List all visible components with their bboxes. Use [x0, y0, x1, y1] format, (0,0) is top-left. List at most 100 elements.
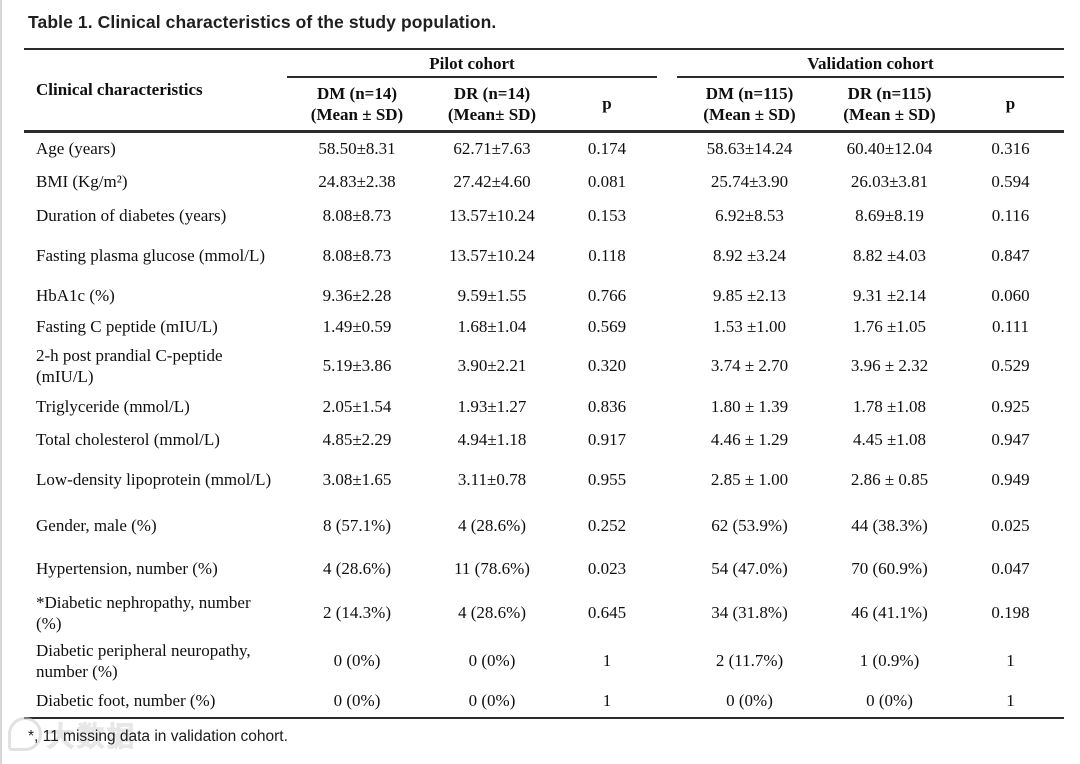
p-value-cell: 0.116: [991, 205, 1030, 225]
p-value-cell: 0.023: [587, 558, 627, 578]
value-cell: 0 (0%): [822, 685, 957, 719]
value-cell: 70 (60.9%): [851, 558, 928, 578]
group-gap-cell: [657, 311, 677, 342]
row-label: Gender, male (%): [36, 516, 157, 536]
p-value-cell: 0.925: [991, 396, 1030, 416]
value-cell: 8.69±8.19: [855, 205, 924, 225]
table-row: Low-density lipoprotein (mmol/L) 3.08±1.6…: [24, 456, 1064, 504]
p-value-cell: 1: [557, 685, 657, 719]
value-cell: 0 (0%): [287, 685, 427, 719]
value-cell: 25.74±3.90: [710, 171, 789, 191]
value-cell: 8.82 ±4.03: [852, 246, 927, 266]
group-gap-cell: [657, 390, 677, 423]
value-cell: 5.19±3.86: [322, 356, 392, 376]
table-row: Fasting C peptide (mIU/L) 1.49±0.59 1.68±1…: [24, 311, 1064, 342]
value-cell: 8.92 ±3.24: [712, 246, 787, 266]
column-header-line: (Mean ± SD): [843, 104, 936, 124]
column-header-line: (Mean ± SD): [310, 104, 404, 124]
value-cell: 62.71±7.63: [453, 138, 531, 158]
validation-dr-column-header: DR (n=115) (Mean ± SD): [822, 77, 957, 133]
value-cell: 2.85 ± 1.00: [710, 470, 789, 490]
value-cell: 9.31 ±2.14: [852, 285, 927, 305]
value-cell: 9.36±2.28: [322, 285, 392, 305]
group-gap-cell: [657, 685, 677, 719]
column-header-line: DR (n=115): [847, 83, 932, 103]
row-label: *Diabetic nephropathy, number (%): [36, 592, 251, 633]
value-cell: 0 (0%): [468, 651, 516, 671]
table-footnote: *, 11 missing data in validation cohort.: [28, 728, 288, 745]
p-value-cell: 1: [957, 685, 1064, 719]
table-row: BMI (Kg/m²) 24.83±2.38 27.42±4.60 0.081 25.7…: [24, 164, 1064, 199]
column-header-line: DM (n=14): [316, 83, 398, 103]
p-value-cell: 0.252: [587, 516, 627, 536]
clinical-characteristics-header: Clinical characteristics: [24, 49, 287, 133]
validation-p-column-header: p: [957, 77, 1064, 133]
value-cell: 2 (11.7%): [715, 651, 784, 671]
table-row: Hypertension, number (%) 4 (28.6%) 11 (78.…: [24, 548, 1064, 589]
value-cell: 4 (28.6%): [458, 516, 526, 536]
table-row: Diabetic peripheral neuropathy, number (…: [24, 637, 1064, 685]
value-cell: 3.11±0.78: [457, 470, 527, 490]
value-cell: 26.03±3.81: [850, 171, 929, 191]
value-cell: 3.90±2.21: [457, 356, 527, 376]
value-cell: 8.08±8.73: [322, 205, 392, 225]
pilot-dr-column-header: DR (n=14) (Mean± SD): [427, 77, 557, 133]
value-cell: 46 (41.1%): [851, 603, 928, 623]
value-cell: 1.80 ± 1.39: [710, 396, 789, 416]
p-value-cell: 0.847: [991, 246, 1030, 266]
cohort-group-gap: [657, 49, 677, 133]
table-row: Diabetic foot, number (%) 0 (0%) 0 (0%) 1 0 …: [24, 685, 1064, 719]
group-gap-cell: [657, 164, 677, 199]
value-cell: 1.68±1.04: [457, 316, 527, 336]
value-cell: 1.76 ±1.05: [852, 316, 927, 336]
watermark: 大数据: [8, 712, 137, 756]
column-header-line: DR (n=14): [453, 83, 531, 103]
group-gap-cell: [657, 131, 677, 164]
row-label: Diabetic foot, number (%): [24, 685, 287, 719]
value-cell: 1.53 ±1.00: [712, 316, 787, 336]
table-row: Triglyceride (mmol/L) 2.05±1.54 1.93±1.27 0…: [24, 390, 1064, 423]
group-gap-cell: [657, 548, 677, 589]
row-label: Age (years): [36, 138, 116, 158]
value-cell: 4 (28.6%): [458, 603, 526, 623]
p-value-cell: 0.047: [991, 558, 1030, 578]
p-value-cell: 0.955: [587, 470, 627, 490]
row-label: Fasting C peptide (mIU/L): [36, 316, 218, 336]
group-gap-cell: [657, 637, 677, 685]
value-cell: 11 (78.6%): [454, 558, 530, 578]
p-value-cell: 0.081: [587, 171, 627, 191]
table-row: Fasting plasma glucose (mmol/L) 8.08±8.73…: [24, 232, 1064, 280]
validation-cohort-group-header: Validation cohort: [677, 49, 1064, 78]
pilot-dm-column-header: DM (n=14) (Mean ± SD): [287, 77, 427, 133]
table-title: Table 1. Clinical characteristics of the…: [28, 12, 497, 32]
value-cell: 27.42±4.60: [453, 171, 531, 191]
watermark-logo-icon: [8, 717, 42, 751]
row-label: HbA1c (%): [36, 285, 115, 305]
value-cell: 2.86 ± 0.85: [850, 470, 929, 490]
table-row: Age (years) 58.50±8.31 62.71±7.63 0.174 58.6…: [24, 131, 1064, 164]
value-cell: 2 (14.3%): [323, 603, 391, 623]
p-value-cell: 0.836: [587, 396, 627, 416]
group-gap-cell: [657, 423, 677, 456]
value-cell: 4.94±1.18: [457, 429, 527, 449]
p-value-cell: 0.153: [587, 205, 627, 225]
column-header-line: p: [602, 94, 612, 114]
column-header-line: DM (n=115): [705, 83, 794, 103]
cohort-group-row: Clinical characteristics Pilot cohort Va…: [24, 49, 1064, 133]
p-value-cell: 1: [1006, 651, 1015, 671]
value-cell: 4.85±2.29: [322, 429, 392, 449]
group-gap-cell: [657, 342, 677, 390]
table-body: Age (years) 58.50±8.31 62.71±7.63 0.174 58.6…: [24, 131, 1064, 719]
p-value-cell: 1: [602, 651, 612, 671]
group-gap-cell: [657, 199, 677, 232]
p-value-cell: 0.060: [991, 285, 1030, 305]
watermark-text: 大数据: [47, 721, 137, 752]
value-cell: 34 (31.8%): [711, 603, 788, 623]
p-value-cell: 0.025: [991, 516, 1030, 536]
table-row: *Diabetic nephropathy, number (%) 2 (14.3…: [24, 589, 1064, 637]
p-value-cell: 0.118: [588, 246, 626, 266]
p-value-cell: 0.645: [587, 603, 627, 623]
p-value-cell: 0.111: [992, 316, 1029, 336]
value-cell: 24.83±2.38: [318, 171, 396, 191]
